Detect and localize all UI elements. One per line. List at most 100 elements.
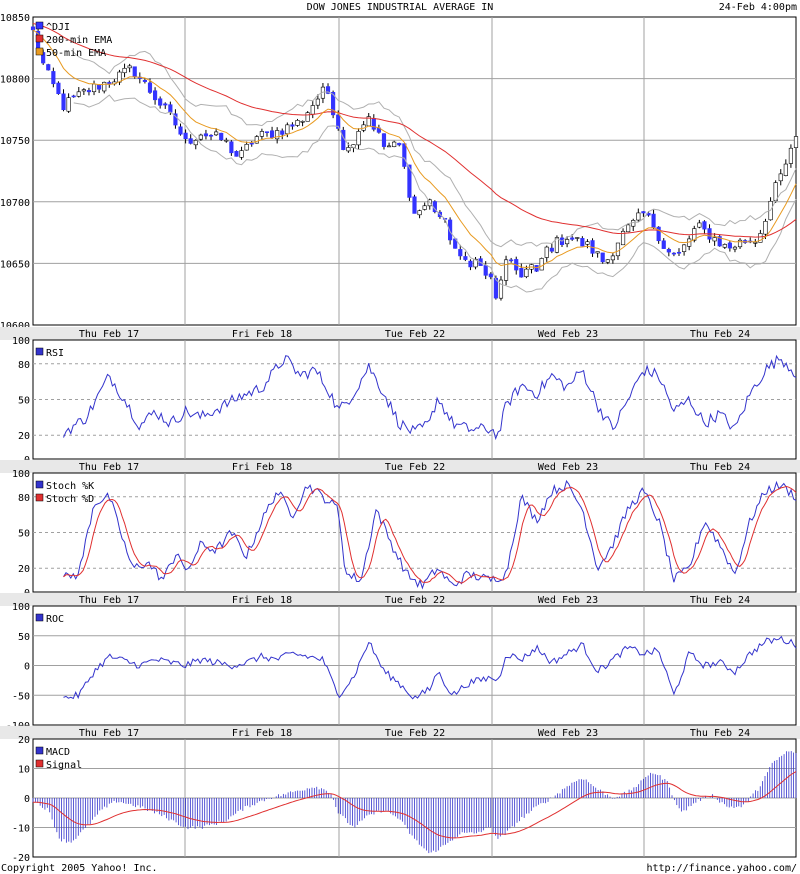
candle <box>600 252 605 263</box>
y-tick-label: -20 <box>12 853 30 864</box>
candle <box>641 211 646 214</box>
candle <box>371 118 376 130</box>
candle <box>503 259 509 281</box>
date-label: Wed Feb 23 <box>538 728 598 739</box>
candle <box>224 139 229 142</box>
legend-swatch <box>35 759 44 768</box>
candle <box>310 105 315 115</box>
legend-swatch <box>35 613 44 622</box>
candle <box>30 26 36 31</box>
candle <box>56 82 61 95</box>
candle <box>626 224 631 233</box>
candle <box>66 97 71 112</box>
legend-entry: 200-min EMA <box>46 35 112 46</box>
ema-50-line <box>32 29 797 269</box>
candle <box>702 221 707 230</box>
candle <box>463 256 468 260</box>
macd-signal-line <box>33 771 797 839</box>
candle <box>585 241 590 245</box>
candle <box>422 205 427 210</box>
candle <box>554 237 560 253</box>
y-tick-label: 50 <box>18 529 30 540</box>
date-label: Thu Feb 17 <box>79 329 139 340</box>
candle <box>753 242 758 244</box>
candle <box>758 233 763 243</box>
candle <box>488 273 493 278</box>
candle <box>448 219 453 241</box>
candle <box>575 237 580 239</box>
panel-0: 10600 10650 10700 10750 10800 10850 Thu Feb 17… <box>0 13 800 340</box>
date-label: Tue Feb 22 <box>385 329 445 340</box>
y-tick-label: 100 <box>12 336 30 347</box>
candle <box>234 151 239 157</box>
candle <box>178 126 183 135</box>
candle <box>717 236 722 247</box>
stoch-d-line <box>63 485 797 584</box>
candle <box>269 130 275 139</box>
candle <box>666 248 671 253</box>
y-tick-label: 10650 <box>0 259 30 270</box>
candle <box>524 268 529 278</box>
y-tick-label: 100 <box>12 602 30 613</box>
candle <box>280 130 285 135</box>
legend-entry: MACD <box>46 747 70 758</box>
candle <box>722 244 727 248</box>
lower-band-line <box>73 94 797 293</box>
chart-title: DOW JONES INDUSTRIAL AVERAGE IN <box>307 2 494 13</box>
date-label: Thu Feb 17 <box>79 462 139 473</box>
y-tick-label: 10 <box>18 765 30 776</box>
candle <box>163 103 168 106</box>
candle <box>595 251 600 254</box>
candle <box>727 242 732 249</box>
rsi-line <box>63 354 797 441</box>
y-tick-label: 0 <box>24 794 30 805</box>
candle <box>264 131 270 133</box>
date-band <box>0 593 800 606</box>
candle <box>285 124 290 135</box>
candle <box>397 142 402 146</box>
y-tick-label: 50 <box>18 632 30 643</box>
candle <box>661 240 666 249</box>
source-url: http://finance.yahoo.com/ <box>646 863 797 874</box>
y-tick-label: 20 <box>18 564 30 575</box>
candle <box>152 90 158 101</box>
candle <box>76 91 81 97</box>
candle <box>778 173 783 182</box>
upper-band-line <box>73 50 797 248</box>
candle <box>509 259 514 262</box>
panel-frame <box>32 16 797 326</box>
candle <box>300 120 305 123</box>
y-tick-label: 10750 <box>0 136 30 147</box>
y-tick-label: 10800 <box>0 75 30 86</box>
candle <box>737 239 743 248</box>
candle <box>142 79 147 82</box>
candle <box>697 222 702 228</box>
candle <box>671 252 677 255</box>
candle <box>636 212 641 221</box>
candle <box>386 145 392 148</box>
legend-entry: ^DJI <box>46 22 70 33</box>
date-label: Fri Feb 18 <box>232 329 292 340</box>
candle <box>539 258 544 271</box>
y-tick-label: 10850 <box>0 13 30 24</box>
legend-entry: ROC <box>46 614 64 625</box>
candle <box>493 277 498 299</box>
legend-swatch <box>35 34 44 43</box>
candle <box>712 237 717 242</box>
date-label: Thu Feb 24 <box>690 595 750 606</box>
candle <box>473 258 478 268</box>
y-tick-label: 10700 <box>0 198 30 209</box>
candle <box>544 246 549 258</box>
legend-swatch <box>35 21 44 30</box>
candle <box>229 141 234 154</box>
legend-entry: 50-min EMA <box>46 48 106 59</box>
copyright-label: Copyright 2005 Yahoo! Inc. <box>1 863 158 874</box>
candle <box>483 265 488 276</box>
candle <box>198 134 203 140</box>
candle <box>682 244 687 252</box>
y-tick-label: 20 <box>18 431 30 442</box>
